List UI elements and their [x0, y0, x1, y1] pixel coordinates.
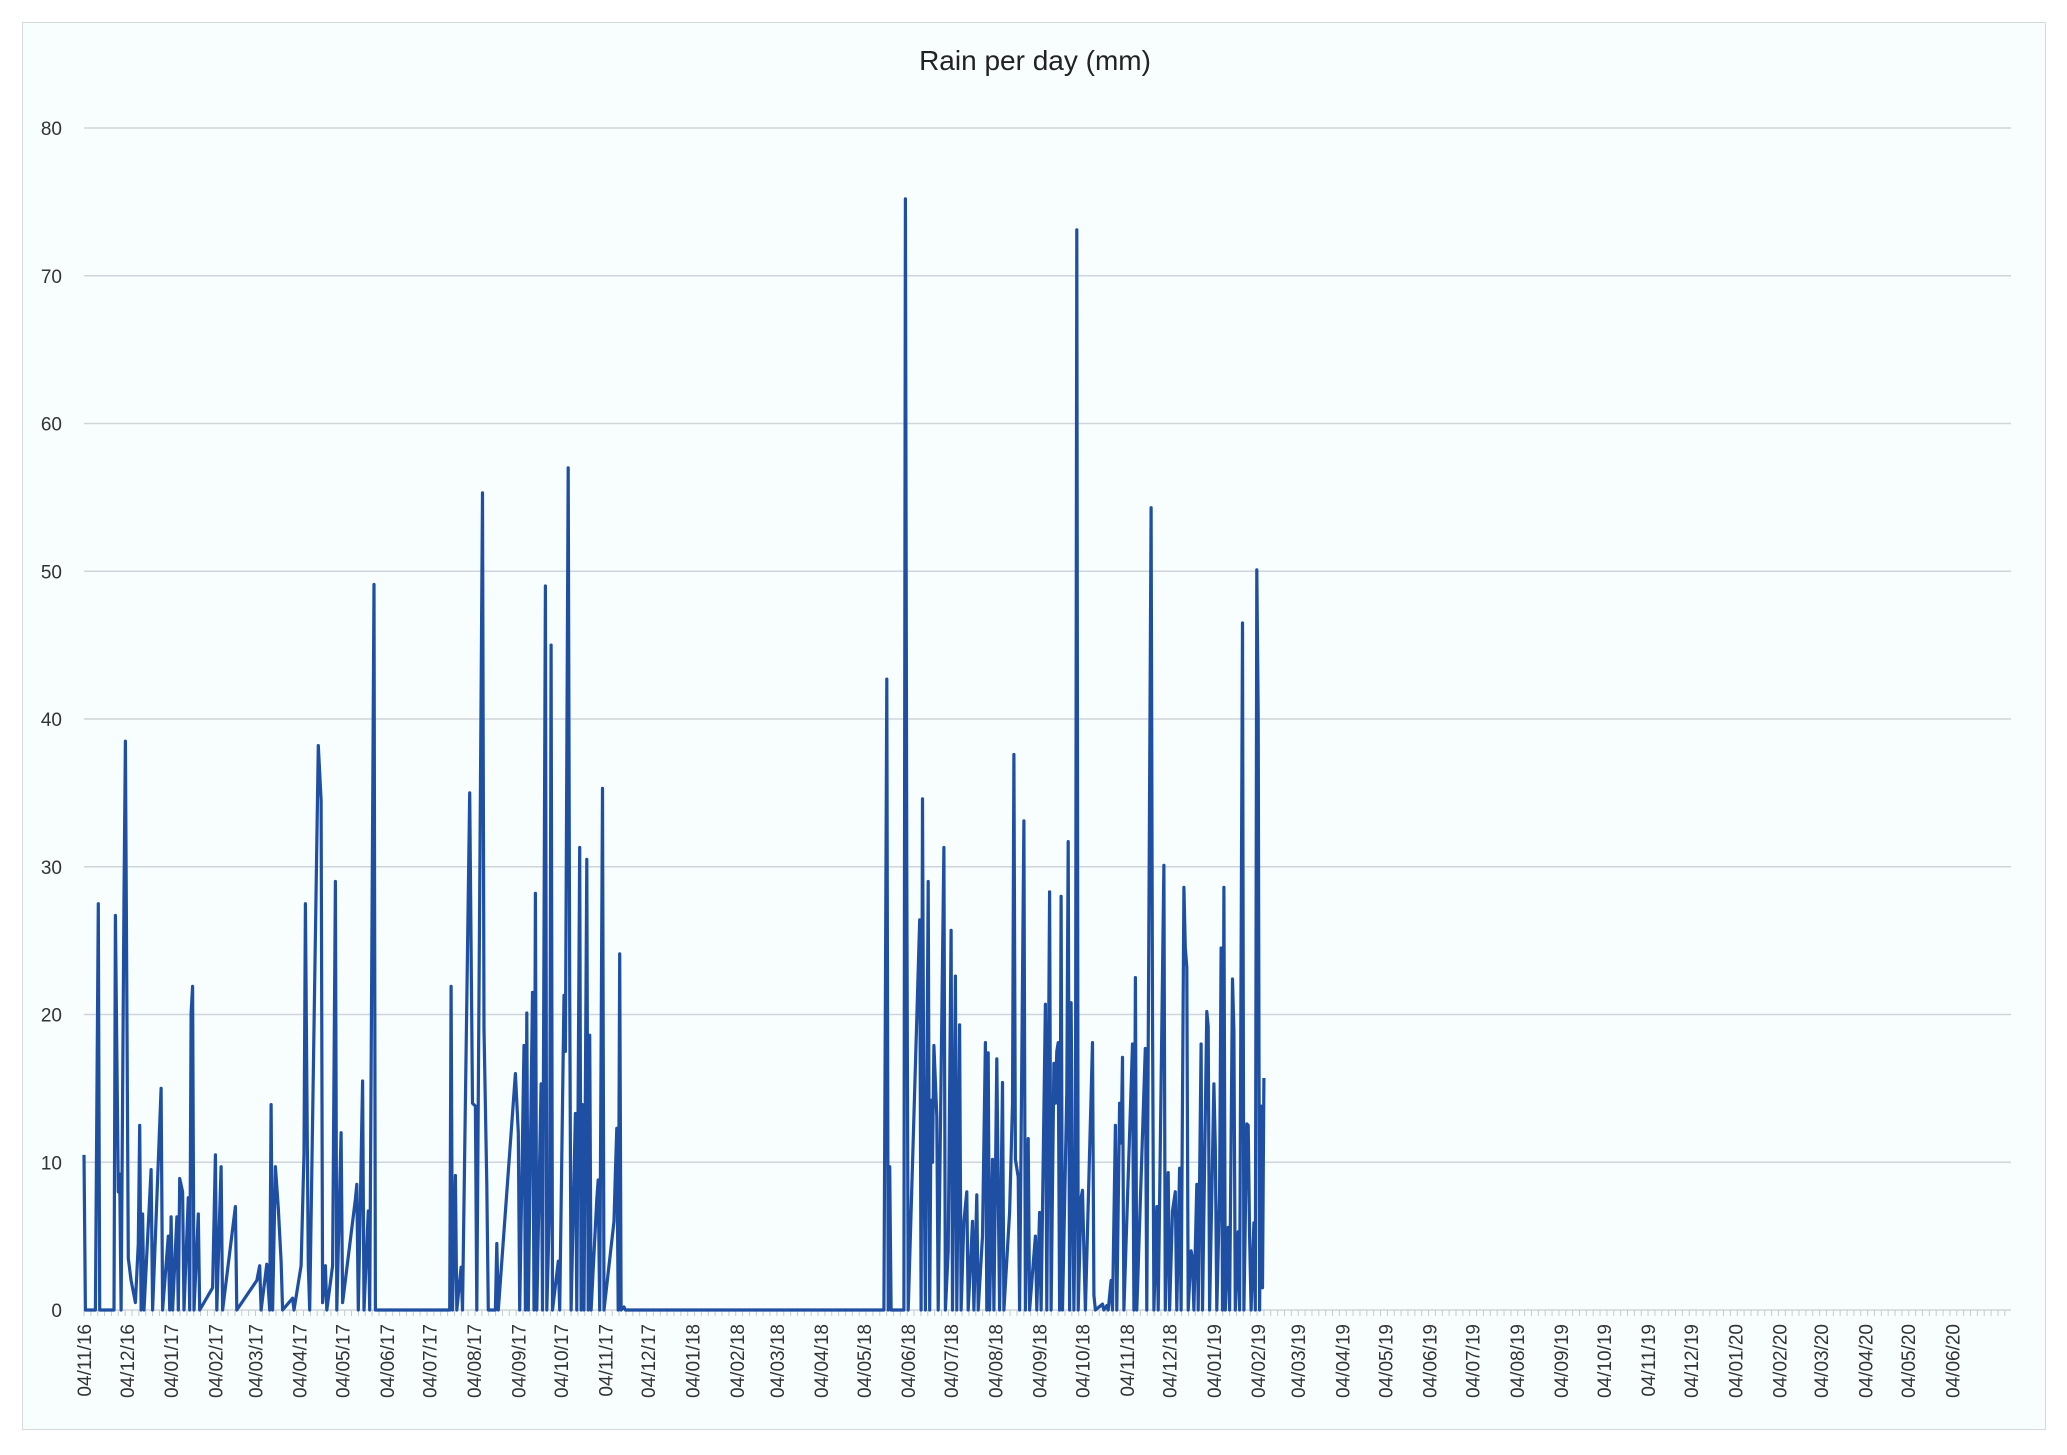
x-tick-label: 04/11/18: [1118, 1324, 1139, 1397]
x-tick-label: 04/11/16: [75, 1324, 96, 1397]
x-tick-label: 04/12/16: [118, 1324, 139, 1398]
chart-svg: Rain per day (mm) 0 10 20 30 40 50 60 70 80 04/1…: [41, 45, 2011, 1398]
y-tick-label: 30: [41, 858, 62, 879]
y-tick-label: 80: [41, 119, 62, 140]
x-tick-label: 04/03/17: [246, 1324, 267, 1398]
x-tick-label: 04/10/18: [1073, 1324, 1094, 1398]
x-tick-label: 04/04/19: [1333, 1324, 1354, 1398]
x-tick-label: 04/11/19: [1639, 1324, 1660, 1397]
x-tick-label: 04/10/19: [1595, 1324, 1616, 1398]
x-tick-label: 04/08/18: [986, 1324, 1007, 1398]
x-tick-label: 04/07/19: [1463, 1324, 1484, 1398]
y-axis-ticks: 0 10 20 30 40 50 60 70 80: [41, 119, 62, 1322]
y-tick-label: 60: [41, 415, 62, 436]
x-tick-label: 04/08/17: [465, 1324, 486, 1398]
x-tick-label: 04/03/20: [1812, 1324, 1833, 1398]
x-tick-label: 04/04/20: [1856, 1324, 1877, 1398]
x-tick-label: 04/12/19: [1682, 1324, 1703, 1398]
x-tick-label: 04/06/20: [1943, 1324, 1964, 1398]
series-group: [82, 197, 1266, 1312]
x-tick-label: 04/01/20: [1726, 1324, 1747, 1398]
x-tick-label: 04/06/19: [1421, 1324, 1442, 1398]
x-tick-label: 04/02/17: [206, 1324, 227, 1398]
x-tick-label: 04/06/17: [378, 1324, 399, 1398]
x-tick-label: 04/11/17: [596, 1324, 617, 1397]
x-tick-label: 04/09/18: [1031, 1324, 1052, 1398]
y-tick-label: 70: [41, 267, 62, 288]
y-tick-label: 50: [41, 562, 62, 583]
x-tick-label: 04/08/19: [1508, 1324, 1529, 1398]
x-tick-label: 04/09/19: [1552, 1324, 1573, 1398]
x-tick-label: 04/07/17: [421, 1324, 442, 1398]
y-tick-label: 20: [41, 1006, 62, 1027]
x-axis: 04/11/16 04/12/16 04/01/17 04/02/17 04/03/17…: [75, 1310, 2006, 1398]
chart-title: Rain per day (mm): [919, 45, 1151, 76]
x-tick-label: 04/10/17: [552, 1324, 573, 1398]
x-tick-label: 04/05/19: [1376, 1324, 1397, 1398]
x-tick-label: 04/01/18: [684, 1324, 705, 1398]
y-tick-label: 40: [41, 710, 62, 731]
x-tick-label: 04/01/17: [162, 1324, 183, 1398]
x-tick-label: 04/05/18: [855, 1324, 876, 1398]
gridlines: [84, 127, 2011, 1311]
x-tick-label: 04/07/18: [942, 1324, 963, 1398]
x-tick-label: 04/02/18: [728, 1324, 749, 1398]
x-tick-label: 04/02/20: [1771, 1324, 1792, 1398]
x-tick-label: 04/04/17: [291, 1324, 312, 1398]
x-tick-label: 04/12/17: [639, 1324, 660, 1398]
x-tick-label: 04/12/18: [1161, 1324, 1182, 1398]
y-tick-label: 0: [51, 1301, 62, 1322]
x-tick-label: 04/01/19: [1205, 1324, 1226, 1398]
chart-area: Rain per day (mm) 0 10 20 30 40 50 60 70 80 04/1…: [22, 22, 2046, 1430]
series-line: [82, 197, 1266, 1312]
x-tick-label: 04/06/18: [899, 1324, 920, 1398]
x-tick-label: 04/02/19: [1249, 1324, 1270, 1398]
x-tick-label: 04/03/18: [768, 1324, 789, 1398]
y-tick-label: 10: [41, 1153, 62, 1174]
x-tick-label: 04/04/18: [812, 1324, 833, 1398]
x-tick-label: 04/03/19: [1289, 1324, 1310, 1398]
x-tick-label: 04/05/20: [1899, 1324, 1920, 1398]
x-tick-label: 04/05/17: [334, 1324, 355, 1398]
x-tick-label: 04/09/17: [509, 1324, 530, 1398]
